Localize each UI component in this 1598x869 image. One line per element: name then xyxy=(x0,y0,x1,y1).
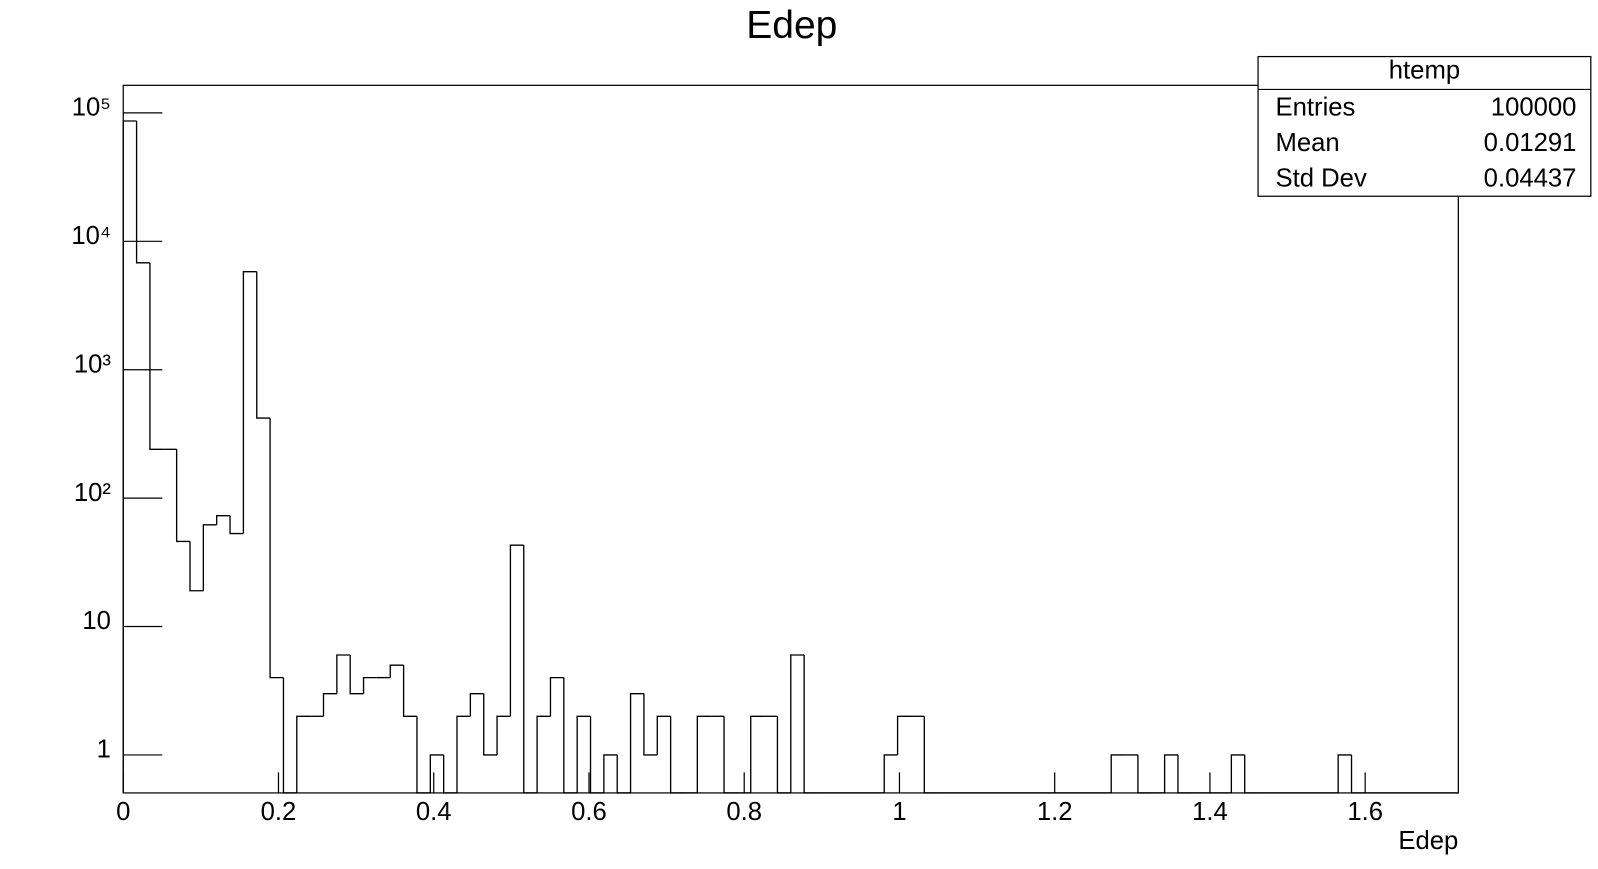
y-tick-label: 10² xyxy=(74,479,112,507)
bin xyxy=(549,676,564,717)
stats-value: 0.04437 xyxy=(1484,165,1577,193)
bin xyxy=(536,715,551,793)
bin xyxy=(563,677,578,794)
stats-box: htemp Entries 100000 Mean 0.01291 Std Dev 0.0… xyxy=(1257,55,1592,197)
bin xyxy=(669,716,684,794)
bin xyxy=(896,715,911,755)
bin xyxy=(402,665,417,717)
bin xyxy=(202,524,217,591)
bin xyxy=(1110,754,1125,793)
bin xyxy=(1230,754,1245,793)
bin xyxy=(442,754,458,794)
bin xyxy=(1337,754,1352,793)
y-tick-label: 1 xyxy=(97,736,111,764)
bin xyxy=(336,654,351,694)
bin xyxy=(349,655,364,695)
bin xyxy=(149,262,164,450)
bin xyxy=(603,754,618,793)
y-tick-label: 10³ xyxy=(74,350,112,378)
chart-title: Edep xyxy=(746,4,837,47)
x-tick-label: 0.4 xyxy=(416,798,452,826)
bin xyxy=(923,716,938,794)
bin xyxy=(229,515,244,535)
bin xyxy=(469,693,484,717)
stats-title: htemp xyxy=(1389,57,1460,85)
bin xyxy=(776,716,791,794)
bin xyxy=(362,676,377,694)
bin xyxy=(629,693,644,793)
bin xyxy=(269,418,284,679)
bin xyxy=(242,271,257,534)
bin xyxy=(790,654,805,793)
y-tick-label: 10⁵ xyxy=(72,94,111,122)
bin xyxy=(483,693,498,756)
bin xyxy=(429,754,444,793)
stats-label: Mean xyxy=(1276,129,1340,157)
stats-value: 0.01291 xyxy=(1484,129,1577,157)
x-axis-title: Edep xyxy=(1398,827,1458,855)
bin xyxy=(696,715,711,793)
x-tick-label: 0 xyxy=(116,798,130,826)
bin xyxy=(189,541,204,592)
bin xyxy=(1163,754,1178,793)
bin xyxy=(616,754,631,794)
bin xyxy=(803,655,818,794)
bin xyxy=(416,716,431,794)
x-tick-label: 0.8 xyxy=(726,798,762,826)
stats-value: 100000 xyxy=(1491,94,1577,122)
bin xyxy=(256,271,271,419)
bin xyxy=(122,120,137,793)
bin xyxy=(576,715,591,793)
bin xyxy=(523,545,538,794)
y-tick-label: 10 xyxy=(82,607,111,635)
bin xyxy=(589,716,604,794)
bin xyxy=(296,715,311,793)
bin xyxy=(1350,754,1365,794)
x-tick-label: 0.2 xyxy=(261,798,297,826)
bin xyxy=(389,664,404,678)
stats-label: Std Dev xyxy=(1276,165,1367,193)
bin xyxy=(175,449,190,543)
x-tick-label: 0.6 xyxy=(571,798,607,826)
bin xyxy=(883,754,898,793)
x-tick-label: 1 xyxy=(892,798,906,826)
bin xyxy=(135,120,150,264)
bin xyxy=(656,715,671,755)
bin xyxy=(1177,754,1192,794)
bin xyxy=(282,677,297,794)
bin xyxy=(643,693,658,756)
bin xyxy=(723,716,738,794)
bin xyxy=(496,715,511,755)
x-tick-label: 1.6 xyxy=(1347,798,1383,826)
stats-frame xyxy=(1257,55,1592,197)
bin xyxy=(322,693,337,717)
stats-label: Entries xyxy=(1276,94,1356,122)
bin xyxy=(1137,754,1152,794)
bin xyxy=(216,515,231,525)
y-tick-label: 10⁴ xyxy=(71,222,111,250)
bin xyxy=(456,715,471,793)
bin xyxy=(509,544,524,717)
x-tick-label: 1.2 xyxy=(1037,798,1073,826)
bin xyxy=(750,715,765,793)
bin xyxy=(1244,754,1259,794)
x-tick-label: 1.4 xyxy=(1192,798,1228,826)
